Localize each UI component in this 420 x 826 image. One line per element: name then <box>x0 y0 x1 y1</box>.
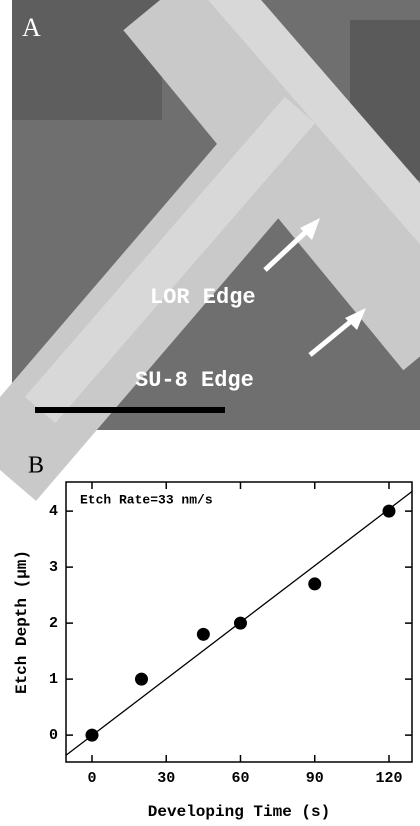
x-axis-label: Developing Time (s) <box>148 803 330 821</box>
x-tick-label: 0 <box>87 770 96 787</box>
x-tick-label: 30 <box>157 770 175 787</box>
annotation: LOR Edge <box>150 285 256 310</box>
panel-label: A <box>22 13 41 42</box>
panel-label: B <box>28 453 44 479</box>
y-tick-label: 0 <box>49 727 58 744</box>
figure: A LOR Edge SU-8 Edge B Etch Rate=33 nm/s… <box>0 0 420 826</box>
x-tick-label: 120 <box>375 770 402 787</box>
x-tick-label: 90 <box>306 770 324 787</box>
data-point <box>308 577 321 590</box>
micrograph: A LOR Edge SU-8 Edge <box>0 0 420 470</box>
y-tick-label: 1 <box>49 671 58 688</box>
annotation: SU-8 Edge <box>135 368 254 393</box>
data-point <box>85 729 98 742</box>
y-axis-label: Etch Depth (µm) <box>13 550 31 694</box>
y-tick-label: 2 <box>49 615 58 632</box>
y-tick-label: 4 <box>49 503 58 520</box>
annotation: Etch Rate=33 nm/s <box>80 492 213 507</box>
x-tick-label: 60 <box>231 770 249 787</box>
data-point <box>197 628 210 641</box>
data-point <box>382 505 395 518</box>
data-point <box>135 673 148 686</box>
data-point <box>234 617 247 630</box>
y-tick-label: 3 <box>49 559 58 576</box>
